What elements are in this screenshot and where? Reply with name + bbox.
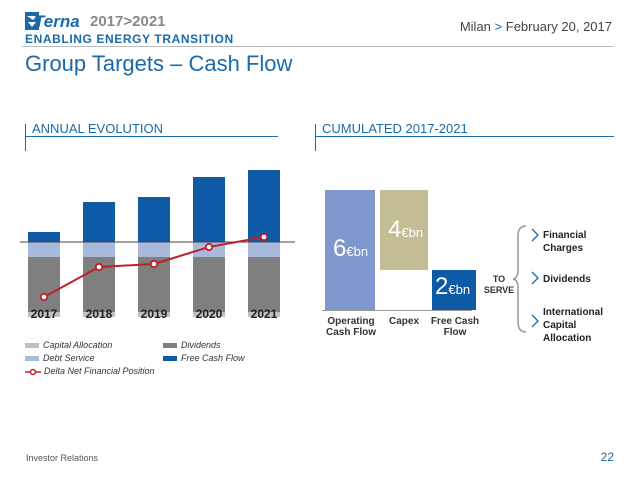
page-number: 22 xyxy=(600,450,614,464)
annual-section-tick xyxy=(25,124,26,151)
chevron-right-icon xyxy=(531,271,539,285)
fcf-unit: €bn xyxy=(448,282,471,297)
cumulated-section-line xyxy=(315,136,614,137)
legend-free-cash-flow: Free Cash Flow xyxy=(163,353,245,363)
brand-years: 2017>2021 xyxy=(90,13,166,30)
chevron-right-icon xyxy=(531,228,539,242)
capital-allocation-swatch xyxy=(25,343,39,349)
brand-name: Terna xyxy=(34,12,80,31)
fcf-label: Free Cash Flow xyxy=(430,316,480,338)
annual-section-line xyxy=(25,136,278,137)
delta-nfp-point xyxy=(94,262,104,272)
chevron-right-icon xyxy=(531,314,539,328)
capital-allocation-bar xyxy=(138,312,170,317)
x-tick-label: 2017 xyxy=(31,307,58,321)
ocf-value: 6€bn xyxy=(333,235,368,263)
footer-investor-relations: Investor Relations xyxy=(26,453,99,463)
delta-nfp-point xyxy=(39,292,49,302)
x-tick-label: 2019 xyxy=(141,307,168,321)
capex-number: 4 xyxy=(388,216,402,243)
cumulated-section-title: CUMULATED 2017-2021 xyxy=(322,121,468,136)
fcf-number: 2 xyxy=(435,273,449,300)
legend-label: Free Cash Flow xyxy=(181,353,245,363)
legend-capital-allocation: Capital Allocation xyxy=(25,340,112,350)
legend-label: Delta Net Financial Position xyxy=(44,366,155,376)
terna-logo-icon xyxy=(25,12,39,30)
cumulated-section-tick xyxy=(315,124,316,151)
delta-nfp-point xyxy=(149,259,159,269)
cumulated-baseline xyxy=(322,310,472,311)
capital-allocation-bar xyxy=(193,312,225,317)
capex-unit: €bn xyxy=(401,225,424,240)
legend-delta-nfp: Delta Net Financial Position xyxy=(25,366,155,376)
debt-service-bar xyxy=(83,242,115,257)
ocf-unit: €bn xyxy=(346,244,369,259)
legend-label: Debt Service xyxy=(43,353,95,363)
use-international-capital-allocation: International Capital Allocation xyxy=(543,307,604,344)
legend-label: Dividends xyxy=(181,340,221,350)
debt-service-bar xyxy=(248,242,280,257)
dividends-bar xyxy=(28,257,60,312)
debt-service-swatch xyxy=(25,356,39,362)
to-serve-label: TO SERVE xyxy=(483,274,515,295)
x-tick-label: 2021 xyxy=(251,307,278,321)
x-tick-label: 2018 xyxy=(86,307,113,321)
page-title: Group Targets – Cash Flow xyxy=(25,51,293,76)
x-tick-label: 2020 xyxy=(196,307,223,321)
fcf-bar xyxy=(432,270,476,310)
capex-value: 4€bn xyxy=(388,216,423,244)
legend-label: Capital Allocation xyxy=(43,340,113,350)
header-divider xyxy=(22,46,614,47)
capex-bar xyxy=(380,190,428,270)
capital-allocation-bar xyxy=(28,312,60,317)
brand-tagline: ENABLING ENERGY TRANSITION xyxy=(25,32,234,46)
free-cash-flow-bar xyxy=(138,197,170,242)
dividends-swatch xyxy=(163,343,177,349)
debt-service-bar xyxy=(28,242,60,257)
delta-nfp-point xyxy=(259,232,269,242)
event-location: Milan xyxy=(459,19,491,34)
debt-service-bar xyxy=(138,242,170,257)
delta-nfp-line-icon xyxy=(25,368,41,375)
capex-label: Capex xyxy=(388,316,419,327)
event-location-date: Milan > February 20, 2017 xyxy=(460,19,612,34)
capital-allocation-bar xyxy=(83,312,115,317)
annual-section-title: ANNUAL EVOLUTION xyxy=(32,121,163,136)
delta-nfp-point xyxy=(204,242,214,252)
free-cash-flow-bar xyxy=(248,170,280,242)
ocf-bar xyxy=(325,190,375,310)
ocf-number: 6 xyxy=(333,235,347,262)
dividends-bar xyxy=(193,257,225,312)
legend-dividends: Dividends xyxy=(163,340,221,350)
use-financial-charges: Financial Charges xyxy=(543,230,587,254)
free-cash-flow-bar xyxy=(83,202,115,242)
capital-allocation-bar xyxy=(248,312,280,317)
fcf-value: 2€bn xyxy=(435,273,470,301)
free-cash-flow-bar xyxy=(193,177,225,242)
logo xyxy=(25,12,39,30)
ocf-label: Operating Cash Flow xyxy=(325,316,376,338)
free-cash-flow-bar xyxy=(28,232,60,242)
event-date: February 20, 2017 xyxy=(505,19,612,34)
dividends-bar xyxy=(248,257,280,312)
serve-brace xyxy=(512,225,527,333)
legend-debt-service: Debt Service xyxy=(25,353,95,363)
free-cash-flow-swatch xyxy=(163,356,177,362)
separator: > xyxy=(494,19,503,34)
annual-evolution-chart: 2017 2018 2019 2020 2021 xyxy=(20,170,295,321)
use-dividends: Dividends xyxy=(543,274,591,285)
